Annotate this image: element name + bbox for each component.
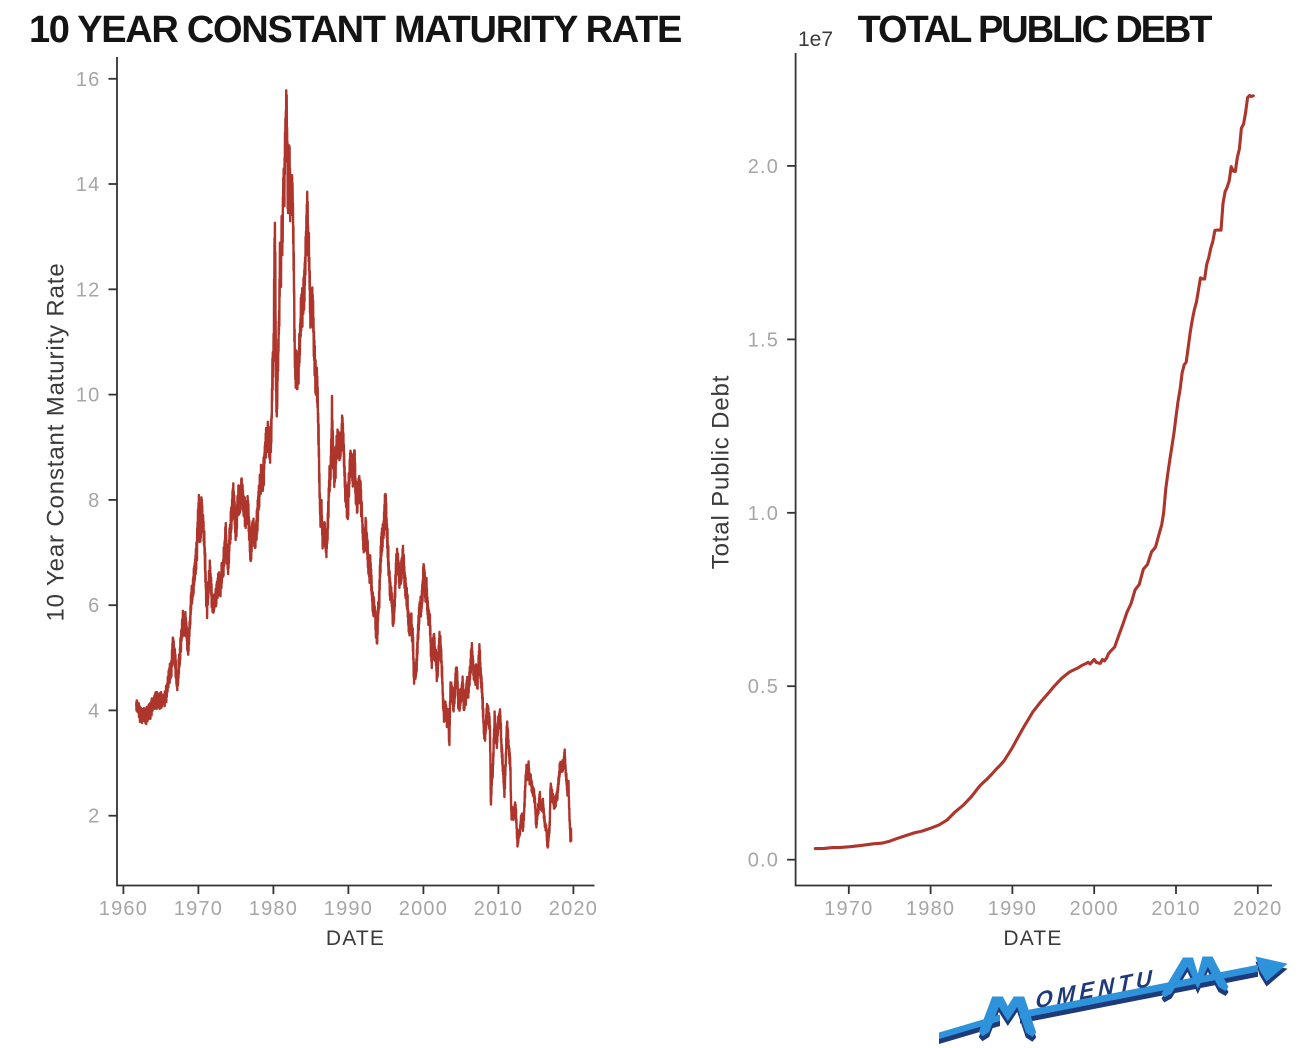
svg-text:2010: 2010 [474, 898, 523, 920]
svg-text:16: 16 [76, 69, 101, 91]
svg-text:10: 10 [76, 385, 101, 407]
svg-text:DATE: DATE [326, 927, 385, 950]
svg-text:1980: 1980 [249, 898, 298, 920]
svg-text:0.5: 0.5 [748, 676, 779, 698]
svg-text:1990: 1990 [988, 898, 1037, 920]
svg-text:2020: 2020 [1233, 898, 1282, 920]
svg-text:1980: 1980 [906, 898, 955, 920]
svg-text:TOTAL PUBLIC DEBT: TOTAL PUBLIC DEBT [858, 9, 1213, 51]
svg-text:1.0: 1.0 [748, 503, 779, 525]
svg-text:8: 8 [88, 490, 100, 512]
svg-text:1.5: 1.5 [748, 329, 779, 351]
svg-text:2000: 2000 [399, 898, 448, 920]
svg-text:Total Public Debt: Total Public Debt [708, 375, 735, 570]
svg-text:0.0: 0.0 [748, 850, 779, 872]
svg-text:10 Year Constant Maturity Rate: 10 Year Constant Maturity Rate [43, 262, 70, 621]
svg-text:1990: 1990 [324, 898, 373, 920]
svg-text:1970: 1970 [174, 898, 223, 920]
svg-text:12: 12 [76, 279, 101, 301]
svg-text:DATE: DATE [1003, 927, 1062, 950]
svg-text:2010: 2010 [1151, 898, 1200, 920]
svg-text:2020: 2020 [549, 898, 598, 920]
svg-text:6: 6 [88, 595, 100, 617]
svg-text:4: 4 [88, 700, 100, 722]
svg-text:2000: 2000 [1070, 898, 1119, 920]
svg-text:2: 2 [88, 806, 100, 828]
svg-text:2.0: 2.0 [748, 156, 779, 178]
svg-text:1970: 1970 [824, 898, 873, 920]
svg-text:10 YEAR CONSTANT MATURITY RATE: 10 YEAR CONSTANT MATURITY RATE [29, 9, 681, 51]
svg-text:14: 14 [76, 174, 101, 196]
svg-text:1e7: 1e7 [798, 28, 833, 51]
svg-text:1960: 1960 [99, 898, 148, 920]
